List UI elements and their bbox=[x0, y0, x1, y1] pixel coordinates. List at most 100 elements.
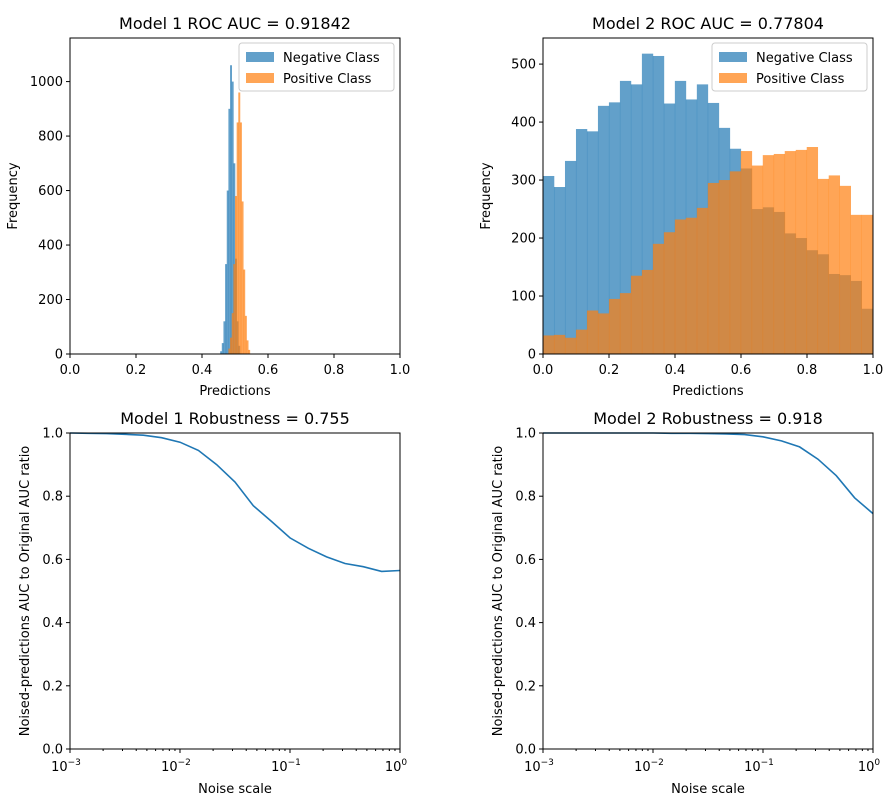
x-tick-exponent: −2 bbox=[651, 758, 664, 768]
legend-label: Positive Class bbox=[283, 72, 372, 87]
histogram-bar bbox=[740, 151, 753, 354]
legend-swatch-positive bbox=[719, 73, 747, 83]
histogram-bar bbox=[817, 178, 830, 354]
histogram-bar bbox=[795, 149, 808, 354]
y-axis-label: Frequency bbox=[6, 162, 21, 229]
histogram-bar bbox=[236, 122, 239, 354]
y-tick-label: 0.2 bbox=[42, 679, 63, 694]
y-tick-label: 1.0 bbox=[515, 427, 536, 442]
robustness-line bbox=[543, 432, 874, 515]
x-tick-base: 10 bbox=[271, 760, 288, 775]
histogram-bar bbox=[674, 219, 687, 354]
legend-label: Negative Class bbox=[756, 51, 853, 66]
histogram-bar bbox=[663, 232, 676, 354]
histogram-bar bbox=[230, 337, 232, 354]
histogram-bar bbox=[233, 163, 236, 354]
histogram-bar bbox=[652, 55, 665, 355]
x-tick-exponent: −1 bbox=[288, 758, 301, 768]
x-tick-exponent: −3 bbox=[541, 758, 554, 768]
x-tick-exponent: −2 bbox=[178, 758, 191, 768]
histogram-bar bbox=[861, 214, 873, 354]
histogram-bar bbox=[784, 151, 797, 354]
histogram-bar bbox=[685, 217, 698, 354]
y-axis-label: Noised-predictions AUC to Original AUC r… bbox=[18, 446, 33, 737]
axes-frame bbox=[542, 37, 874, 355]
x-axis-label: Predictions bbox=[199, 384, 271, 399]
x-tick-label: 1.0 bbox=[863, 363, 884, 378]
y-tick-label: 600 bbox=[38, 184, 63, 199]
x-tick-label: 0.0 bbox=[60, 363, 81, 378]
x-tick-base: 10 bbox=[634, 760, 651, 775]
chart-panel-1: 0 200 400 600 800 1000 0.0 0.2 0.4 0.6 0.8 1.0 Model… bbox=[6, 14, 410, 399]
histogram-bar bbox=[244, 315, 247, 354]
histogram-bar bbox=[619, 293, 632, 354]
histogram-bar bbox=[241, 201, 244, 354]
histogram-bar bbox=[543, 175, 555, 354]
histogram-bar bbox=[238, 92, 241, 354]
y-axis-label: Frequency bbox=[479, 162, 494, 229]
x-tick-label: 10−1 bbox=[744, 758, 774, 775]
histogram-bar bbox=[233, 264, 236, 354]
histogram-positive bbox=[228, 92, 251, 354]
x-tick-base: 10 bbox=[161, 760, 178, 775]
y-tick-label: 1000 bbox=[30, 75, 63, 90]
y-tick-label: 0.6 bbox=[515, 553, 536, 568]
y-tick-label: 0.4 bbox=[42, 616, 63, 631]
x-tick-label: 0.4 bbox=[665, 363, 686, 378]
robustness-line bbox=[69, 432, 401, 573]
chart-title: Model 1 Robustness = 0.755 bbox=[120, 409, 350, 428]
histogram-bar bbox=[839, 185, 851, 354]
histogram-bar bbox=[630, 275, 643, 354]
histogram-bar bbox=[226, 190, 229, 354]
histogram-bar bbox=[231, 81, 234, 354]
histogram-bar bbox=[597, 105, 610, 354]
y-axis-label: Noised-predictions AUC to Original AUC r… bbox=[491, 446, 506, 737]
y-tick-label: 0.0 bbox=[42, 743, 63, 758]
x-tick-label: 0.2 bbox=[599, 363, 620, 378]
axes-frame bbox=[542, 432, 874, 750]
x-tick-label: 1.0 bbox=[390, 363, 411, 378]
x-tick-exponent: −3 bbox=[68, 758, 81, 768]
histogram-bar bbox=[652, 243, 665, 354]
histogram-bar bbox=[729, 171, 742, 354]
x-tick-exponent: −1 bbox=[761, 758, 774, 768]
histogram-bar bbox=[663, 103, 676, 355]
y-tick-label: 0.0 bbox=[515, 743, 536, 758]
legend-label: Positive Class bbox=[756, 72, 845, 87]
x-tick-label: 10−2 bbox=[634, 758, 664, 775]
y-tick-label: 200 bbox=[511, 232, 536, 247]
y-tick-label: 0.2 bbox=[515, 679, 536, 694]
histogram-bar bbox=[619, 80, 632, 354]
histogram-bar bbox=[586, 131, 599, 354]
y-tick-label: 0.8 bbox=[515, 490, 536, 505]
histogram-bar bbox=[641, 269, 654, 354]
chart-title: Model 2 Robustness = 0.918 bbox=[593, 409, 823, 428]
histogram-bar bbox=[806, 147, 819, 354]
legend-swatch-negative bbox=[719, 52, 747, 62]
histogram-bar bbox=[553, 334, 566, 354]
y-tick-label: 1.0 bbox=[42, 427, 63, 442]
histogram-bar bbox=[243, 269, 246, 354]
legend: Negative Class Positive Class bbox=[711, 42, 868, 92]
axes-frame bbox=[69, 37, 401, 355]
y-tick-label: 0.6 bbox=[42, 553, 63, 568]
x-tick-label: 0.2 bbox=[126, 363, 147, 378]
histogram-bar bbox=[564, 160, 577, 354]
y-tick-label: 0 bbox=[55, 348, 63, 363]
histogram-bar bbox=[228, 348, 231, 354]
histogram-bar bbox=[228, 108, 231, 355]
x-tick-label: 0.8 bbox=[324, 363, 345, 378]
legend-box bbox=[711, 42, 868, 92]
histogram-bar bbox=[543, 335, 555, 354]
x-tick-label: 0.6 bbox=[731, 363, 752, 378]
histogram-bar bbox=[773, 153, 786, 354]
histogram-bar bbox=[246, 340, 249, 354]
y-tick-label: 0.8 bbox=[42, 490, 63, 505]
histogram-bar bbox=[235, 196, 237, 354]
x-tick-base: 10 bbox=[858, 760, 875, 775]
legend-box bbox=[238, 42, 395, 92]
histogram-bar bbox=[225, 264, 228, 354]
y-tick-label: 100 bbox=[511, 290, 536, 305]
